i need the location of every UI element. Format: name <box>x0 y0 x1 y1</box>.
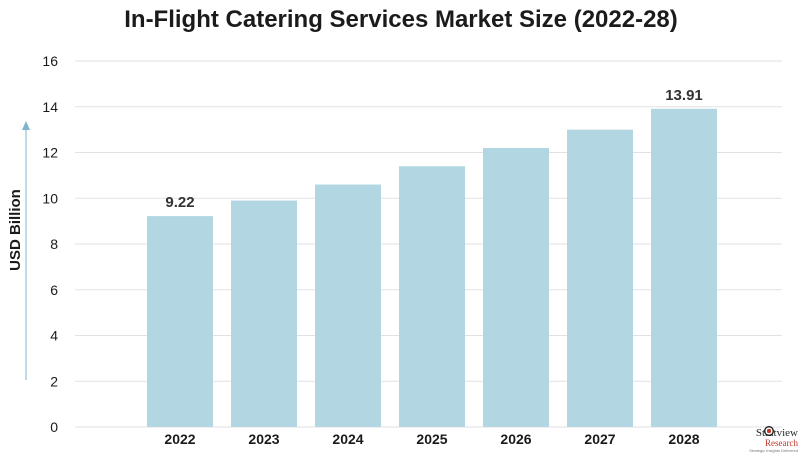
y-tick-4: 4 <box>50 328 58 344</box>
y-tick-0: 0 <box>50 419 58 435</box>
y-tick-2: 2 <box>50 373 58 389</box>
chart-title: In-Flight Catering Services Market Size … <box>124 6 678 33</box>
y-tick-12: 12 <box>42 145 58 161</box>
x-tick-2028: 2028 <box>668 431 699 447</box>
x-tick-2025: 2025 <box>416 431 447 447</box>
x-tick-2026: 2026 <box>500 431 531 447</box>
bar-2023 <box>231 200 297 427</box>
logo-icon <box>764 426 774 436</box>
bar-2026 <box>483 147 549 428</box>
data-labels: 9.22 13.91 <box>165 87 702 211</box>
y-tick-8: 8 <box>50 236 58 252</box>
y-axis-label: USD Billion <box>7 189 24 271</box>
bar-2027 <box>567 129 633 427</box>
data-label-2028: 13.91 <box>665 87 703 104</box>
bar-2024 <box>315 184 381 427</box>
logo-name: Stratview <box>755 427 798 439</box>
bar-2022 <box>147 216 213 427</box>
x-tick-2024: 2024 <box>332 431 363 447</box>
bars <box>147 108 717 428</box>
stratview-logo: Stratview Research Strategic Insights De… <box>740 426 798 458</box>
x-tick-2023: 2023 <box>248 431 279 447</box>
y-tick-14: 14 <box>42 99 58 115</box>
logo-tagline: Strategic Insights Delivered <box>749 448 798 453</box>
bar-2028 <box>651 108 717 427</box>
y-tick-16: 16 <box>42 53 58 69</box>
bar-2025 <box>399 166 465 427</box>
data-label-2022: 9.22 <box>165 194 194 211</box>
x-tick-2022: 2022 <box>164 431 195 447</box>
x-tick-labels: 2022 2023 2024 2025 2026 2027 2028 <box>164 431 699 447</box>
y-tick-labels: 0 2 4 6 8 10 12 14 16 <box>42 53 58 435</box>
y-axis-arrow-head <box>22 121 30 130</box>
logo-sub: Research <box>765 438 798 448</box>
y-tick-6: 6 <box>50 282 58 298</box>
y-axis-arrow <box>22 121 30 380</box>
x-tick-2027: 2027 <box>584 431 615 447</box>
y-tick-10: 10 <box>42 190 58 206</box>
